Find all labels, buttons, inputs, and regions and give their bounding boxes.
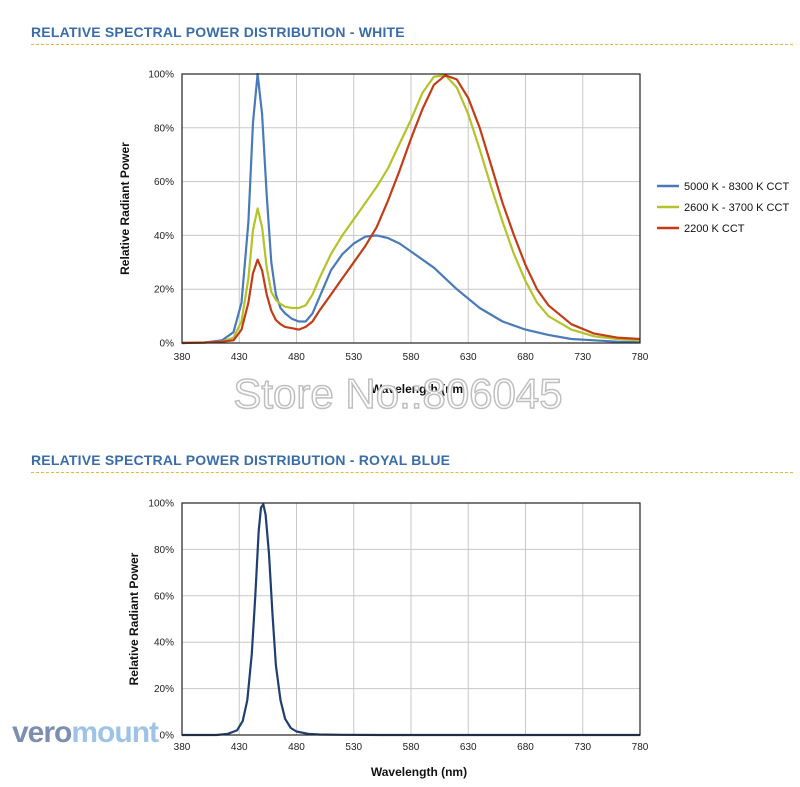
x-tick-label: 480: [288, 742, 305, 753]
x-tick-label: 480: [288, 352, 305, 363]
series-line-3: [181, 74, 641, 345]
chart-2: 380 430 480 530 580 630 680 730 780 0% 20% 40% 60% 80…: [127, 499, 649, 780]
x-tick-label: 730: [574, 352, 591, 363]
y-tick-label: 0%: [160, 339, 175, 350]
x-tick-label: 380: [174, 742, 191, 753]
y-tick-label: 60%: [154, 177, 174, 188]
section-title-white: RELATIVE SPECTRAL POWER DISTRIBUTION - W…: [31, 24, 405, 40]
x-tick-label: 430: [231, 742, 248, 753]
legend-label: 2200 K CCT: [684, 223, 745, 235]
y-tick-label: 20%: [154, 684, 174, 695]
y-axis-label: Relative Radiant Power: [118, 142, 132, 275]
x-tick-label: 430: [231, 352, 248, 363]
y-tick-label: 80%: [154, 123, 174, 134]
legend: 5000 K - 8300 K CCT 2600 K - 3700 K CCT 22…: [657, 181, 789, 235]
x-axis-label: Wavelength (nm): [371, 765, 467, 779]
x-tick-label: 380: [174, 352, 191, 363]
y-tick-label: 100%: [148, 499, 174, 510]
x-tick-label: 580: [403, 352, 420, 363]
x-tick-label: 780: [632, 352, 649, 363]
x-tick-label: 730: [574, 742, 591, 753]
brand-logo-part1: vero: [12, 716, 72, 749]
section-divider: [31, 472, 793, 473]
x-tick-label: 680: [517, 352, 534, 363]
series-line-1: [181, 72, 641, 345]
y-axis-label: Relative Radiant Power: [127, 552, 141, 685]
x-tick-label: 630: [460, 742, 477, 753]
x-tick-label: 630: [460, 352, 477, 363]
plot-frame: [181, 73, 641, 344]
x-tick-label: 530: [345, 352, 362, 363]
y-tick-label: 40%: [154, 231, 174, 242]
y-tick-label: 40%: [154, 638, 174, 649]
brand-logo-part2: mount: [71, 716, 159, 749]
x-tick-label: 580: [403, 742, 420, 753]
series-line-2: [181, 74, 641, 345]
y-tick-label: 0%: [160, 731, 175, 742]
watermark: Store No.:806045: [233, 370, 562, 417]
section-title-royal-blue: RELATIVE SPECTRAL POWER DISTRIBUTION - R…: [31, 452, 451, 468]
legend-label: 5000 K - 8300 K CCT: [684, 181, 789, 193]
legend-label: 2600 K - 3700 K CCT: [684, 202, 789, 214]
plot-frame: [181, 502, 641, 736]
chart-1: 380 430 480 530 580 630 680 730 780 0% 20% 40% 60% 80…: [118, 70, 789, 397]
section-divider: [31, 44, 793, 45]
y-tick-label: 80%: [154, 545, 174, 556]
x-tick-label: 530: [345, 742, 362, 753]
brand-logo: veromount: [12, 716, 159, 750]
y-tick-label: 60%: [154, 591, 174, 602]
x-axis-label: Wavelength (nm): [371, 382, 467, 396]
y-tick-label: 100%: [148, 70, 174, 81]
x-tick-label: 680: [517, 742, 534, 753]
y-tick-label: 20%: [154, 285, 174, 296]
x-tick-label: 780: [632, 742, 649, 753]
